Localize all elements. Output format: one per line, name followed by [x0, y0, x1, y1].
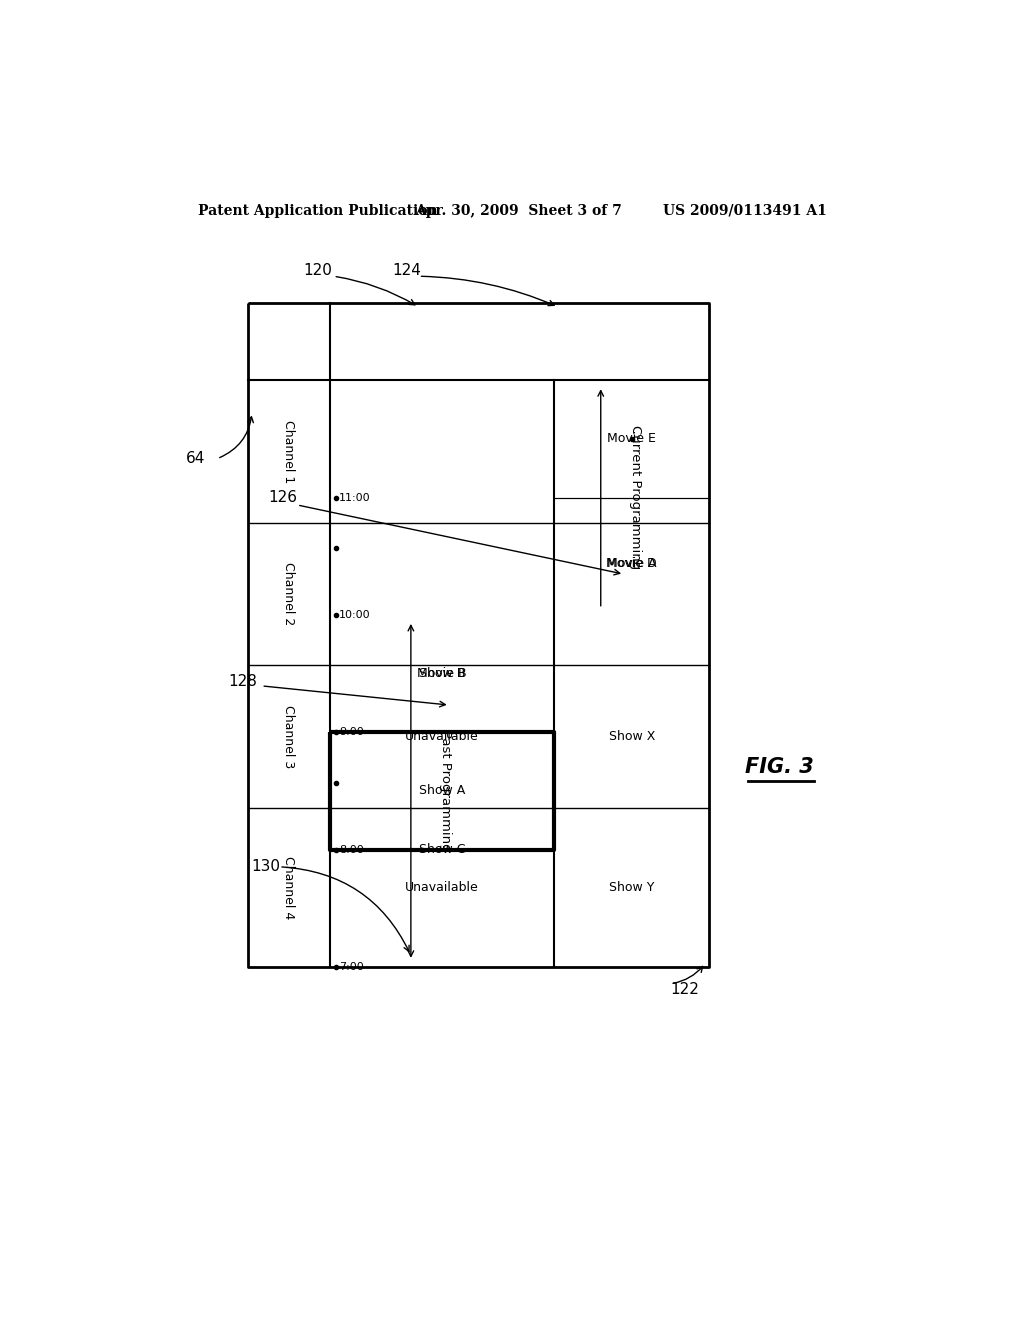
Text: US 2009/0113491 A1: US 2009/0113491 A1: [663, 203, 826, 218]
Text: 10:00: 10:00: [339, 610, 371, 620]
Text: Movie A: Movie A: [607, 557, 656, 570]
Text: Show Y: Show Y: [609, 880, 654, 894]
Text: Movie B: Movie B: [417, 667, 467, 680]
Text: Channel 2: Channel 2: [283, 562, 295, 626]
Text: Patent Application Publication: Patent Application Publication: [198, 203, 437, 218]
Text: Show C: Show C: [419, 843, 465, 857]
Text: Show A: Show A: [419, 784, 465, 797]
Text: Apr. 30, 2009  Sheet 3 of 7: Apr. 30, 2009 Sheet 3 of 7: [415, 203, 622, 218]
Text: 122: 122: [671, 982, 699, 998]
Text: Movie D: Movie D: [606, 557, 657, 570]
Text: 120: 120: [303, 263, 333, 277]
Text: 9:00: 9:00: [339, 727, 364, 737]
Text: 130: 130: [252, 859, 281, 874]
Text: 126: 126: [268, 490, 298, 504]
Text: Unavailable: Unavailable: [406, 730, 479, 743]
Text: Channel 1: Channel 1: [283, 420, 295, 483]
Text: 128: 128: [228, 675, 257, 689]
Text: Channel 4: Channel 4: [283, 855, 295, 919]
Text: 8:00: 8:00: [339, 845, 364, 854]
Text: 124: 124: [392, 263, 422, 277]
Text: Show X: Show X: [608, 730, 655, 743]
Text: Movie E: Movie E: [607, 433, 656, 445]
Text: Show B: Show B: [419, 667, 465, 680]
Text: Unavailable: Unavailable: [406, 880, 479, 894]
Text: Channel 3: Channel 3: [283, 705, 295, 768]
Text: 64: 64: [186, 451, 206, 466]
Text: 11:00: 11:00: [339, 492, 371, 503]
Text: FIG. 3: FIG. 3: [744, 756, 813, 776]
Text: Past Programming: Past Programming: [439, 730, 453, 851]
Text: Current Programming: Current Programming: [629, 425, 642, 570]
Text: 7:00: 7:00: [339, 962, 364, 972]
